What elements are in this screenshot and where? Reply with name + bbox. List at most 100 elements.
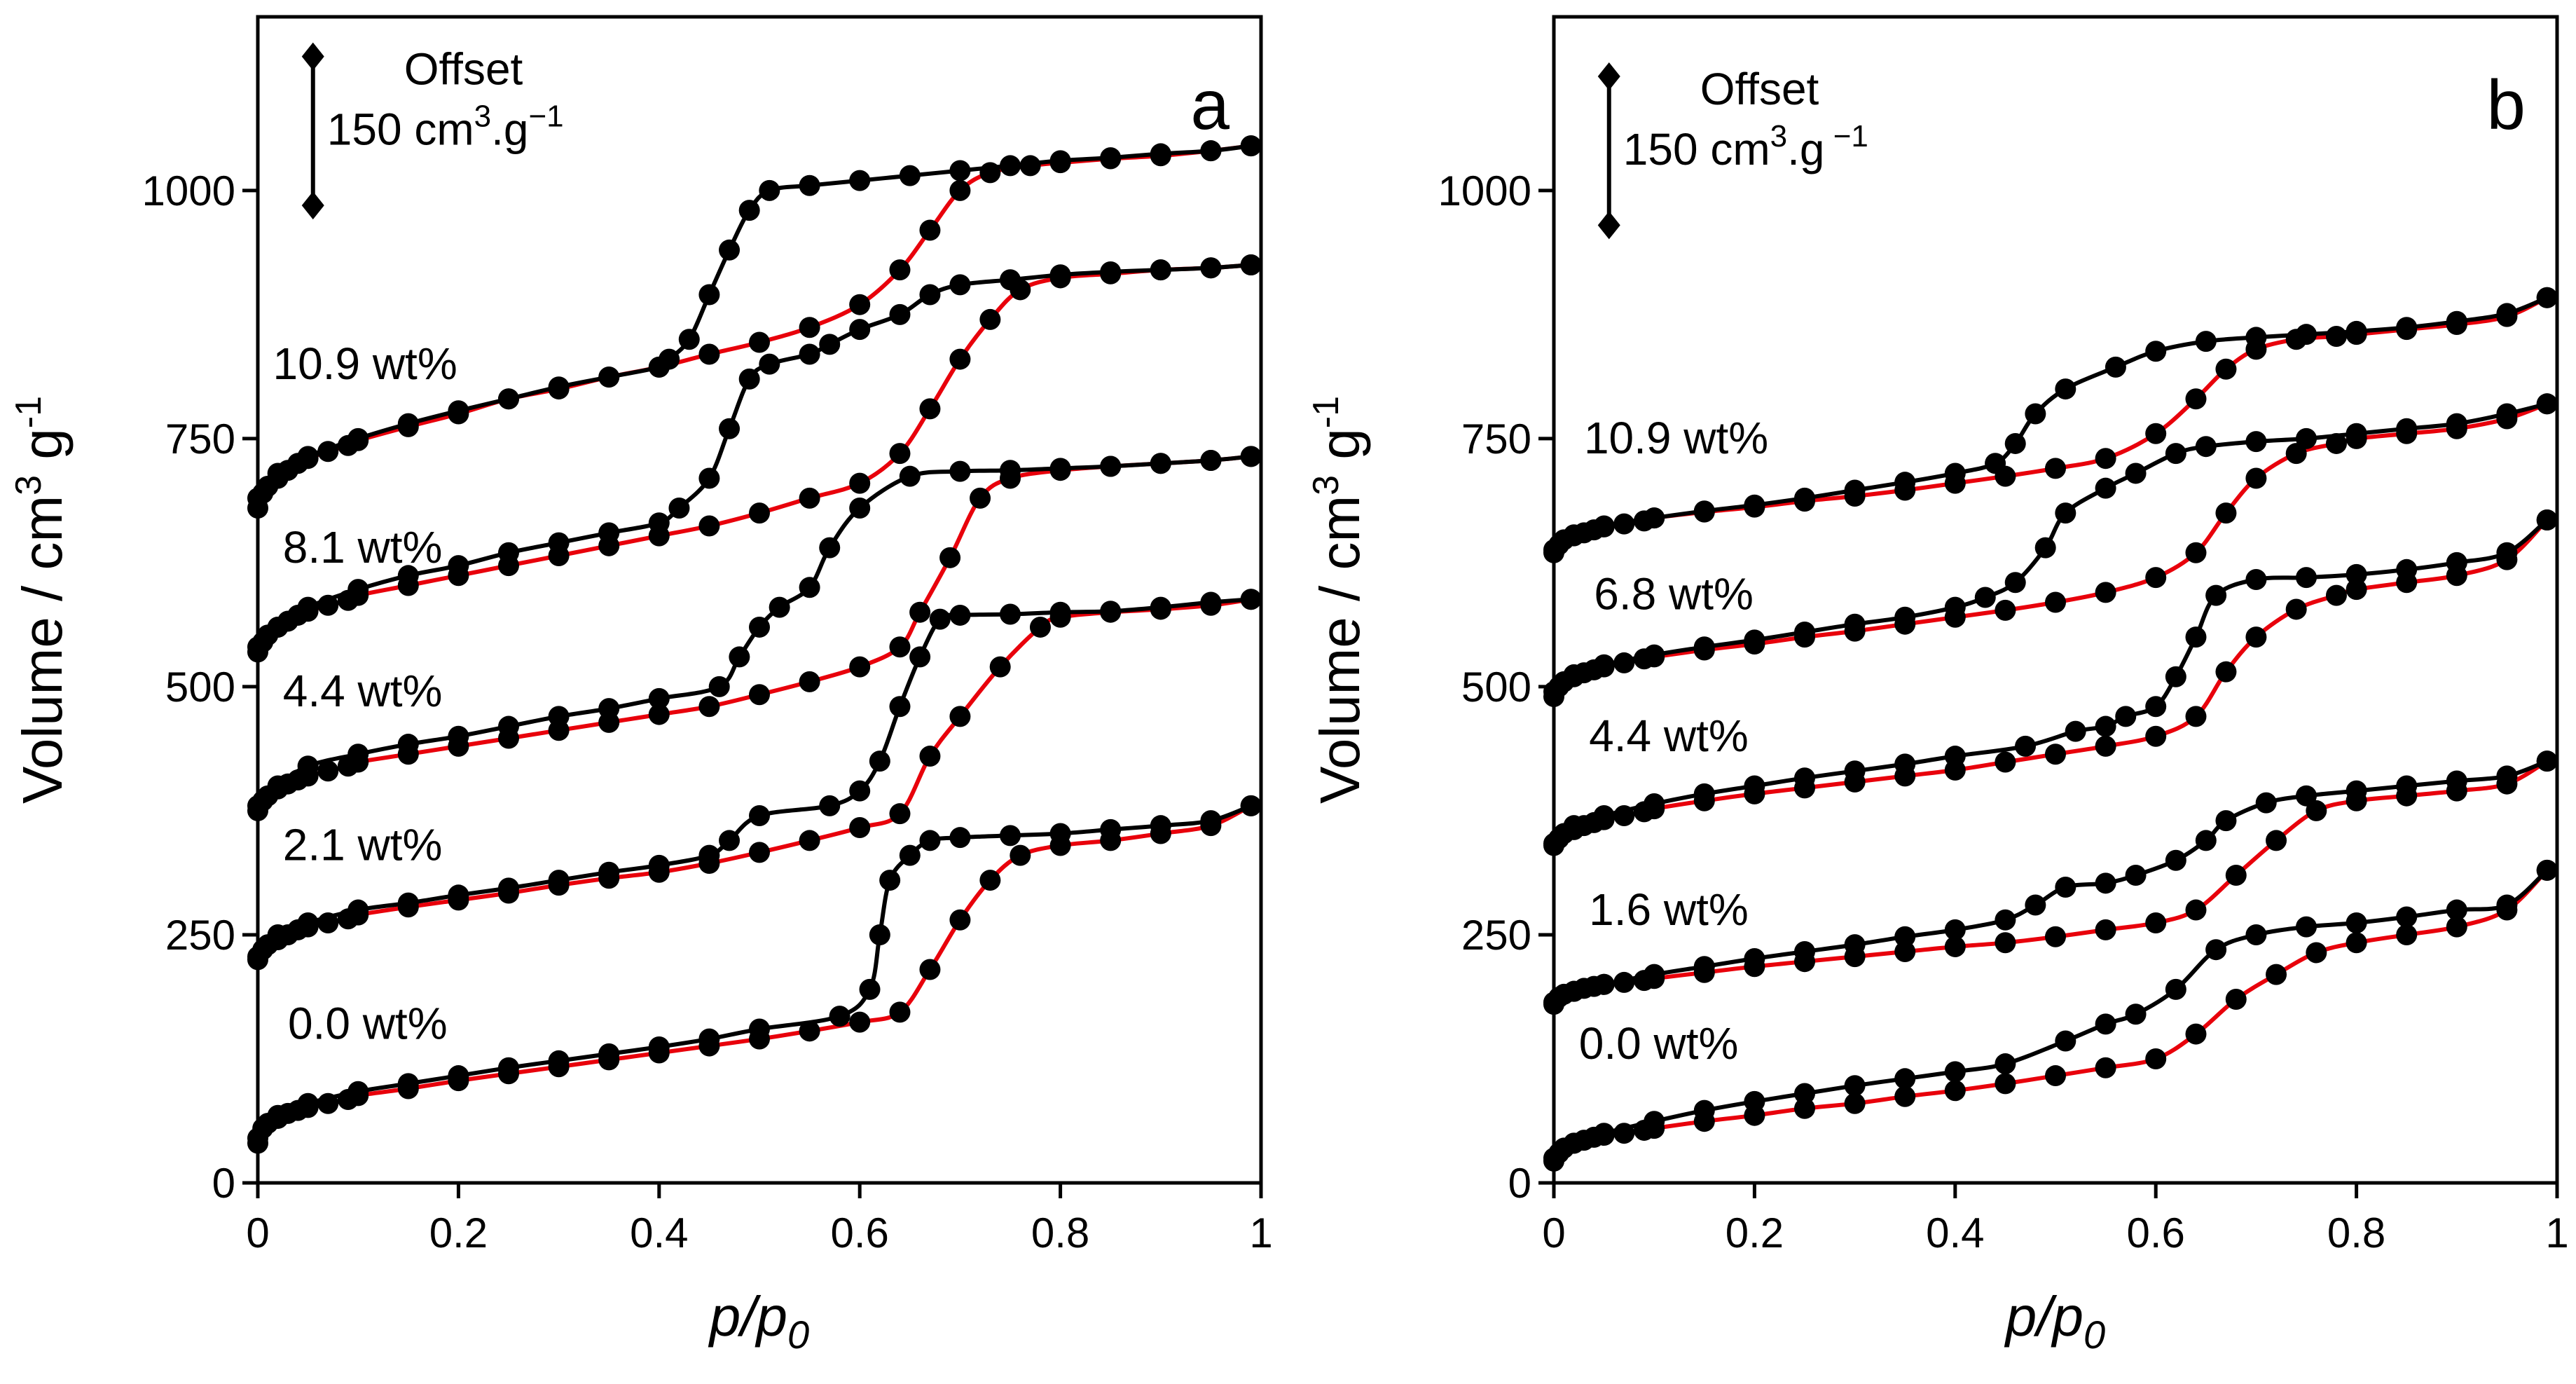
adsorption-point (2266, 830, 2287, 851)
desorption-point (1693, 500, 1715, 522)
desorption-point (859, 978, 881, 1000)
desorption-point (297, 755, 319, 777)
desorption-point (1593, 973, 1615, 995)
desorption-point (1794, 767, 1815, 789)
series-label: 2.1 wt% (283, 820, 443, 870)
adsorption-point (919, 959, 941, 980)
x-axis-title-p0: p (2051, 1285, 2084, 1348)
adsorption-point (1794, 1097, 1815, 1119)
desorption-point (2346, 912, 2367, 933)
desorption-point (2015, 735, 2037, 757)
x-axis-title: p/p0 (2004, 1285, 2105, 1357)
isotherm-series: 6.8 wt% (1543, 393, 2558, 708)
desorption-point (1240, 135, 1262, 157)
adsorption-point (2215, 502, 2237, 524)
x-tick-label: 0.6 (2126, 1210, 2184, 1256)
desorption-point (347, 427, 369, 449)
desorption-point (648, 687, 670, 709)
desorption-point (2195, 331, 2217, 352)
isotherm-series: 4.4 wt% (1543, 509, 2558, 856)
desorption-point (1794, 941, 1815, 963)
desorption-point (799, 174, 820, 196)
desorption-point (498, 877, 519, 899)
adsorption-point (799, 1020, 820, 1042)
desorption-point (1844, 479, 1866, 501)
y-axis-title-unit: g (1309, 428, 1371, 475)
desorption-point (1894, 606, 1916, 628)
series-label: 6.8 wt% (1594, 568, 1754, 619)
desorption-point (849, 170, 871, 191)
adsorption-point (2266, 964, 2287, 985)
desorption-point (2396, 418, 2418, 439)
y-tick-label: 1000 (142, 167, 235, 214)
desorption-point (2245, 568, 2267, 590)
desorption-point (749, 616, 770, 638)
adsorption-point (2245, 467, 2267, 489)
desorption-point (819, 795, 841, 816)
desorption-point (719, 239, 741, 261)
desorption-point (2055, 378, 2076, 400)
x-tick-label: 0 (1542, 1210, 1565, 1256)
desorption-point (909, 646, 931, 668)
desorption-point (598, 698, 620, 720)
desorption-point (548, 1050, 570, 1071)
adsorption-point (889, 259, 911, 281)
desorption-point (397, 413, 419, 434)
y-axis-title-superscript: 3 (8, 475, 49, 495)
adsorption-point (2285, 598, 2307, 620)
series-label: 4.4 wt% (283, 666, 443, 716)
desorption-point (879, 870, 901, 891)
desorption-point (2446, 413, 2467, 434)
desorption-point (1200, 140, 1222, 162)
desorption-point (2165, 978, 2186, 1000)
desorption-point (2536, 859, 2558, 881)
desorption-point (1894, 926, 1916, 947)
desorption-point (899, 844, 921, 866)
adsorption-point (2145, 567, 2167, 589)
desorption-point (2195, 436, 2217, 458)
desorption-point (267, 1104, 289, 1126)
diamond-marker-icon (301, 42, 324, 71)
adsorption-point (2185, 899, 2207, 921)
adsorption-point (2285, 443, 2307, 465)
adsorption-point (749, 684, 770, 706)
adsorption-point (2145, 423, 2167, 444)
y-tick-label: 750 (165, 416, 235, 463)
desorption-point (1693, 636, 1715, 658)
adsorption-point (949, 348, 971, 370)
x-tick-label: 0.4 (1926, 1210, 1984, 1256)
desorption-point (759, 353, 780, 375)
series-label: 10.9 wt% (1584, 413, 1768, 463)
desorption-point (2065, 720, 2086, 742)
isotherm-series: 10.9 wt% (247, 135, 1262, 519)
desorption-point (267, 775, 289, 797)
x-tick-label: 1 (1249, 1210, 1272, 1256)
adsorption-point (979, 870, 1001, 891)
y-axis-title: Volume / cm3 g-1 (8, 396, 74, 804)
desorption-point (1049, 823, 1071, 844)
desorption-point (1644, 644, 1665, 666)
adsorption-point (1995, 751, 2016, 773)
x-tick-label: 0 (246, 1210, 269, 1256)
series-label: 8.1 wt% (283, 522, 443, 573)
desorption-point (1844, 1075, 1866, 1097)
desorption-point (2496, 542, 2518, 563)
offset-value: 150 cm3.g−1 (327, 100, 564, 155)
desorption-point (2296, 785, 2317, 807)
desorption-point (2165, 849, 2186, 871)
desorption-point (1985, 453, 2006, 474)
adsorption-point (2045, 926, 2066, 947)
offset-value-superscript: −1 (528, 100, 563, 134)
desorption-point (347, 579, 369, 601)
desorption-point (247, 795, 268, 816)
desorption-point (448, 400, 469, 422)
adsorption-point (1613, 971, 1635, 993)
desorption-point (267, 616, 289, 638)
desorption-point (1894, 472, 1916, 493)
desorption-point (1944, 463, 1966, 484)
desorption-point (1563, 1132, 1585, 1154)
desorption-point (2346, 780, 2367, 802)
desorption-point (2496, 765, 2518, 787)
desorption-point (1944, 746, 1966, 767)
y-axis-title-main: Volume / cm (1309, 495, 1371, 804)
